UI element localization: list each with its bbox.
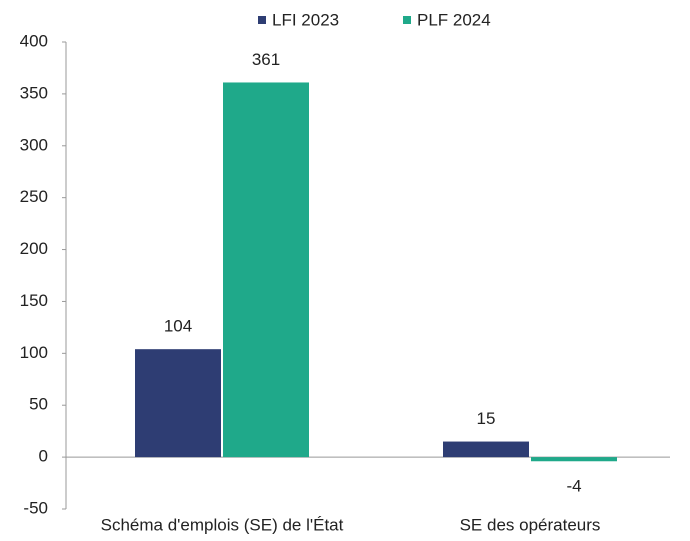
bar	[531, 457, 617, 462]
legend-label: PLF 2024	[417, 10, 491, 29]
y-tick-label: -50	[23, 498, 48, 517]
y-tick-label: 200	[20, 239, 48, 258]
data-label: -4	[566, 477, 581, 496]
y-tick-label: 400	[20, 31, 48, 50]
data-label: 361	[252, 50, 280, 69]
y-tick-label: 0	[39, 447, 48, 466]
data-label: 15	[477, 409, 496, 428]
y-tick-label: 300	[20, 135, 48, 154]
y-tick-label: 50	[29, 395, 48, 414]
y-tick-label: 100	[20, 343, 48, 362]
bar	[135, 349, 221, 458]
legend-label: LFI 2023	[272, 10, 339, 29]
legend-swatch	[258, 16, 266, 24]
x-tick-label: Schéma d'emplois (SE) de l'État	[101, 515, 344, 534]
y-tick-label: 150	[20, 291, 48, 310]
legend-swatch	[403, 16, 411, 24]
y-tick-label: 250	[20, 187, 48, 206]
y-tick-label: 350	[20, 83, 48, 102]
x-tick-label: SE des opérateurs	[460, 515, 601, 534]
data-label: 104	[164, 317, 192, 336]
bar	[443, 441, 529, 458]
bar	[223, 82, 309, 458]
